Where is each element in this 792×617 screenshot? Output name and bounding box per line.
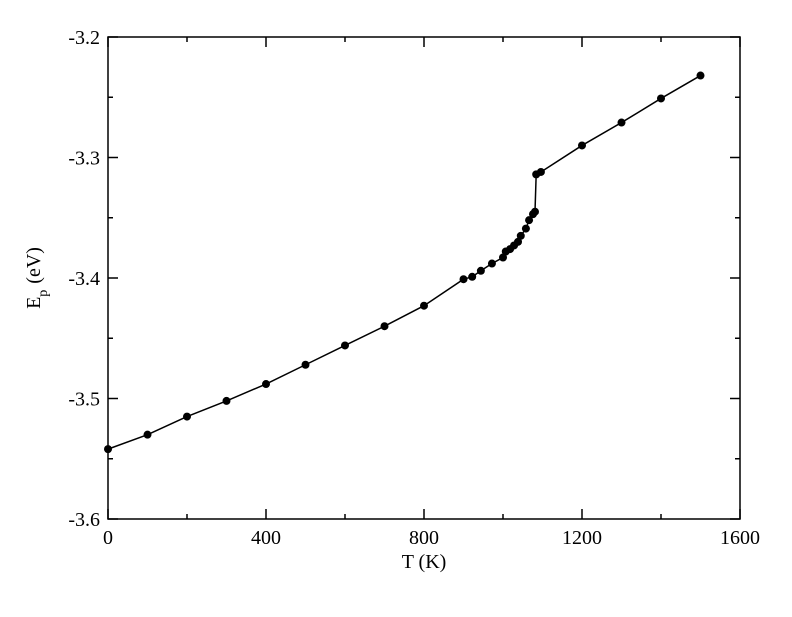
x-tick-label: 0 <box>103 527 113 549</box>
y-tick-label: -3.5 <box>68 389 100 411</box>
x-tick-label: 1200 <box>562 527 602 549</box>
y-tick-label: -3.2 <box>68 27 100 49</box>
data-point <box>521 224 530 233</box>
data-point <box>696 71 705 80</box>
data-point <box>420 301 428 310</box>
x-axis-label: T (K) <box>402 551 447 573</box>
data-point <box>476 266 485 275</box>
y-label-sub: p <box>36 290 51 297</box>
y-label-main: E <box>23 297 45 309</box>
data-point <box>487 259 496 268</box>
data-point <box>516 231 525 240</box>
y-tick-label: -3.3 <box>68 148 100 170</box>
data-point <box>468 272 477 281</box>
data-point <box>514 237 523 246</box>
data-point <box>525 216 534 225</box>
data-point <box>536 167 545 176</box>
data-point <box>222 396 231 405</box>
y-tick-label: -3.6 <box>68 509 100 531</box>
data-point <box>499 253 507 262</box>
x-tick-label: 400 <box>251 527 281 549</box>
plot-frame <box>107 36 741 520</box>
y-tick-label: -3.4 <box>68 268 100 290</box>
data-point <box>341 341 349 350</box>
x-tick-label: 1600 <box>720 527 760 549</box>
y-label-unit: (eV) <box>23 247 45 284</box>
data-point <box>104 445 112 454</box>
data-point <box>459 275 468 284</box>
y-axis-label: Ep (eV) <box>23 247 51 309</box>
data-point <box>183 412 191 421</box>
data-point <box>380 322 389 331</box>
data-point <box>530 207 539 216</box>
data-point <box>617 118 626 127</box>
data-point <box>578 141 586 150</box>
series-line <box>107 74 701 450</box>
x-tick-label: 800 <box>409 527 439 549</box>
data-point <box>657 94 665 103</box>
data-point <box>262 380 270 389</box>
data-point <box>143 430 152 439</box>
data-point <box>301 360 310 369</box>
